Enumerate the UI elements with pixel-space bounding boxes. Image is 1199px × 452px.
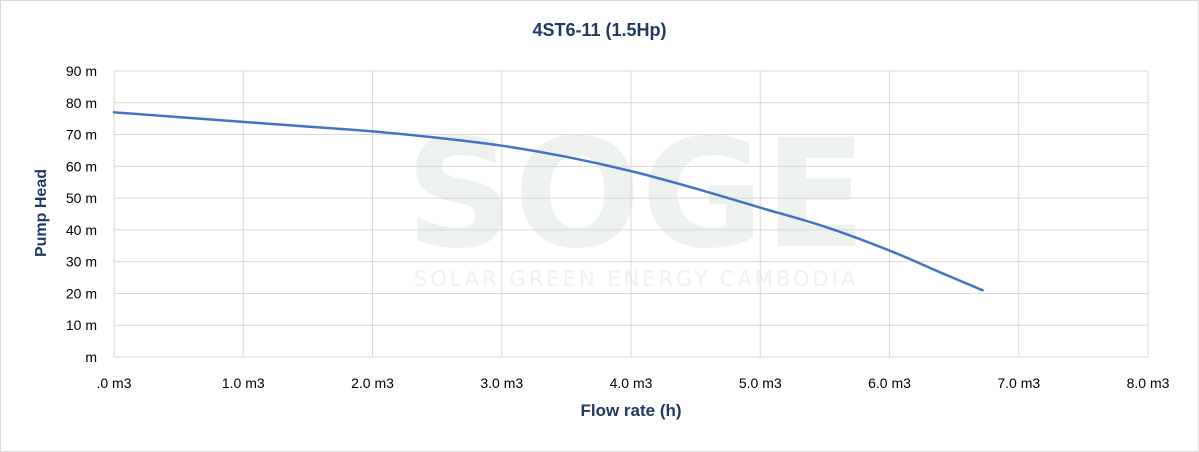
x-tick-label: 6.0 m3 — [868, 375, 911, 391]
x-axis-label: Flow rate (h) — [580, 401, 682, 420]
y-tick-label: 50 m — [66, 190, 97, 206]
series-lines — [112, 111, 984, 292]
y-tick-label: 30 m — [66, 254, 97, 270]
y-tick-label: 10 m — [66, 317, 97, 333]
y-tick-label: 20 m — [66, 285, 97, 301]
chart-title: 4ST6-11 (1.5Hp) — [532, 20, 667, 40]
watermark-logo: SOGE SOLAR GREEN ENERGY CAMBODIA — [405, 108, 866, 291]
y-tick-label: 90 m — [66, 63, 97, 79]
y-tick-label: 70 m — [66, 127, 97, 143]
x-tick-labels: .0 m3 1.0 m3 2.0 m3 3.0 m3 4.0 m3 5.0 m3 6.0 m… — [96, 375, 1169, 391]
x-tick-label: .0 m3 — [96, 375, 131, 391]
y-tick-labels: m 10 m 20 m 30 m 40 m 50 m 60 m 70 m 80 m 90 m — [66, 63, 97, 365]
x-tick-label: 8.0 m3 — [1127, 375, 1170, 391]
x-tick-label: 7.0 m3 — [997, 375, 1040, 391]
y-tick-label: 60 m — [66, 158, 97, 174]
series-line — [112, 111, 984, 292]
watermark-small-text: SOLAR GREEN ENERGY CAMBODIA — [414, 267, 858, 291]
y-tick-label: 80 m — [66, 95, 97, 111]
grid-lines — [114, 70, 1149, 357]
x-tick-label: 4.0 m3 — [610, 375, 653, 391]
axes — [113, 71, 1148, 358]
y-tick-label: 40 m — [66, 222, 97, 238]
y-tick-label: m — [85, 349, 97, 365]
x-tick-label: 1.0 m3 — [222, 375, 265, 391]
y-axis-label: Pump Head — [33, 168, 50, 258]
x-tick-label: 5.0 m3 — [739, 375, 782, 391]
x-tick-label: 2.0 m3 — [351, 375, 394, 391]
watermark-big-text: SOGE — [405, 108, 866, 282]
x-tick-label: 3.0 m3 — [480, 375, 523, 391]
